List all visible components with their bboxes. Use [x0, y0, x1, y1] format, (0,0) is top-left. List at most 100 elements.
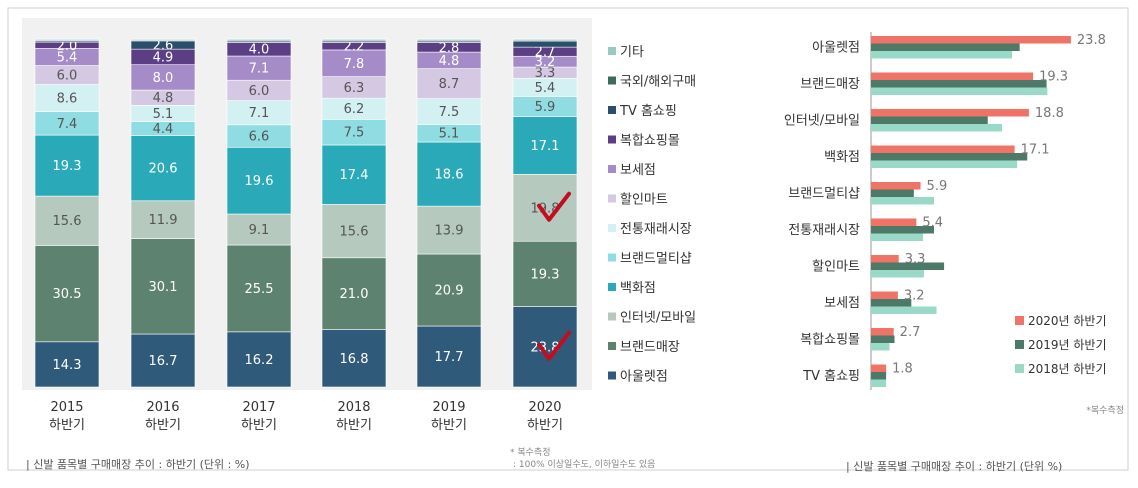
- stacked-bar-segment: [34, 134, 100, 197]
- legend-swatch: [608, 283, 616, 291]
- legend-label: 2020년 하반기: [1028, 314, 1107, 328]
- horizontal-bar: [871, 343, 890, 351]
- bar-value-label: 3.2: [535, 55, 556, 70]
- bar-value-label: 9.1: [249, 223, 270, 238]
- bar-value-label: 16.2: [245, 353, 274, 368]
- bar-value-label: 17.7: [435, 350, 464, 365]
- stacked-bar-segment: [130, 38, 196, 41]
- bar-value-label: 8.6: [57, 92, 78, 107]
- bar-value-label: 30.5: [53, 287, 82, 302]
- stacked-bar-segment: [130, 200, 196, 239]
- legend-swatch: [1015, 316, 1024, 325]
- legend-swatch: [608, 312, 616, 321]
- bar-value-label: 2.7: [900, 325, 921, 340]
- legend-swatch: [608, 194, 616, 203]
- horizontal-bar: [871, 226, 934, 234]
- legend-label: 전통재래시장: [620, 222, 692, 237]
- bar-value-label: 5.9: [927, 179, 948, 194]
- legend-swatch: [608, 135, 616, 144]
- bar-value-label: 6.0: [249, 84, 270, 99]
- bar-value-label: 5.4: [922, 216, 943, 231]
- bar-value-label: 6.3: [344, 81, 365, 96]
- stacked-bar-segment: [321, 257, 387, 330]
- stacked-bar-segment: [416, 325, 482, 388]
- bar-value-label: 11.9: [149, 213, 178, 228]
- horizontal-bar: [871, 153, 1028, 161]
- stacked-bar-segment: [226, 331, 292, 388]
- stacked-bar-segment: [416, 253, 482, 327]
- category-label: 아울렛점: [812, 41, 860, 56]
- horizontal-bar: [871, 255, 899, 263]
- bar-value-label: 20.9: [435, 284, 464, 299]
- center-note-1: * 복수측정: [510, 447, 550, 458]
- bar-value-label: 7.1: [249, 62, 270, 77]
- legend-label: 백화점: [620, 281, 656, 296]
- horizontal-bar: [871, 109, 1029, 117]
- legend-label: 브랜드매장: [620, 340, 680, 355]
- bar-value-label: 1.8: [892, 362, 913, 377]
- legend-label: 브랜드멀티샵: [620, 252, 692, 267]
- bar-value-label: 13.9: [435, 224, 464, 239]
- checkmark-icon: [537, 330, 571, 361]
- bar-value-label: 6.2: [344, 102, 365, 117]
- horizontal-bar: [871, 364, 887, 372]
- horizontal-bar: [871, 262, 945, 270]
- stacked-bar-segment: [130, 333, 196, 388]
- stacked-bar-segment: [512, 306, 578, 388]
- bar-value-label: 7.1: [249, 106, 270, 121]
- legend-swatch: [608, 106, 616, 114]
- legend-label: 2018년 하반기: [1028, 362, 1107, 376]
- left-caption: | 신발 품목별 구매매장 추이 : 하반기 (단위 : %): [26, 457, 250, 471]
- category-label: TV 홈쇼핑: [802, 369, 860, 384]
- bar-value-label: 20.6: [149, 162, 178, 177]
- x-tick-label-year: 2017: [242, 400, 275, 415]
- horizontal-bar: [871, 145, 1015, 153]
- left-chart-x-axis: 2015 하반기 2016 하반기 2017 하반기 2018 하반기 2019 하반기 2020 하…: [49, 400, 563, 433]
- stacked-bar-segment: [226, 100, 292, 126]
- bar-value-label: 2.6: [153, 39, 174, 54]
- stacked-bar-segment: [512, 40, 578, 48]
- bar-value-label: 5.4: [57, 51, 78, 66]
- horizontal-bar: [871, 116, 988, 124]
- bar-value-label: 6.0: [57, 69, 78, 84]
- bar-value-label: 3.3: [905, 252, 926, 267]
- x-tick-label-period: 하반기: [241, 418, 277, 433]
- legend-label: 복합쇼핑몰: [620, 134, 680, 149]
- bar-value-label: 2.2: [344, 40, 365, 55]
- bar-value-label: 17.1: [1021, 143, 1050, 158]
- left-chart-plot-area: [22, 18, 592, 390]
- horizontal-bar: [871, 218, 917, 226]
- horizontal-bar: [871, 270, 924, 278]
- legend-swatch: [608, 342, 616, 350]
- bar-value-label: 4.9: [153, 50, 174, 65]
- x-tick-label-year: 2016: [146, 400, 179, 415]
- bar-value-label: 19.3: [1039, 70, 1068, 85]
- bar-value-label: 15.6: [340, 225, 369, 240]
- stacked-bar-segment: [512, 38, 578, 41]
- horizontal-bar: [871, 379, 887, 387]
- x-tick-label-period: 하반기: [431, 418, 467, 433]
- bar-value-label: 17.4: [340, 168, 369, 183]
- stacked-bar-segment: [416, 38, 482, 41]
- legend-label: 국외/해외구매: [620, 75, 696, 90]
- bar-value-label: 7.4: [57, 117, 78, 132]
- bar-value-label: 19.3: [53, 159, 82, 174]
- stacked-bar-segment: [512, 173, 578, 242]
- bar-value-label: 2.8: [439, 41, 460, 56]
- x-tick-label-period: 하반기: [527, 418, 563, 433]
- stacked-bar-segment: [226, 38, 292, 41]
- stacked-bar-segment: [130, 135, 196, 202]
- stacked-bar-segment: [34, 38, 100, 41]
- bar-value-label: 21.0: [340, 287, 369, 302]
- right-note: *복수측정: [1086, 405, 1124, 416]
- category-label: 백화점: [824, 150, 860, 165]
- stacked-bar-segment: [512, 116, 578, 175]
- stacked-bar-segment: [130, 238, 196, 335]
- x-tick-label-year: 2018: [337, 400, 370, 415]
- stacked-bar-segment: [416, 68, 482, 99]
- right-chart: 아울렛점 23.8 브랜드매장 19.3 인터넷/모바일 18.8 백화점 17.1 브랜드멀티…: [784, 32, 1106, 390]
- legend-label: TV 홈쇼핑: [619, 104, 677, 119]
- horizontal-bar: [871, 306, 937, 314]
- horizontal-bar: [871, 335, 895, 343]
